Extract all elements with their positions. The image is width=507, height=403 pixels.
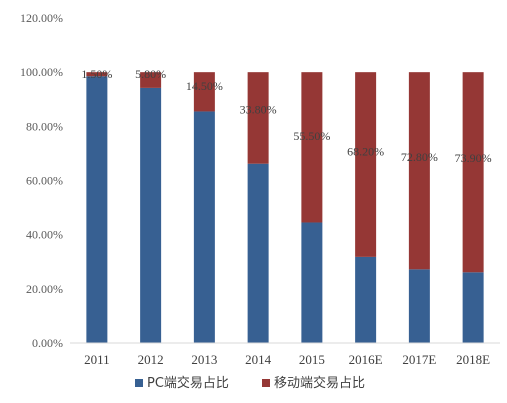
data-label: 72.80% (401, 150, 438, 164)
bar-pc-2014 (247, 163, 269, 343)
bar-mobile-2015 (301, 72, 323, 223)
legend: PC端交易占比 移动端交易占比 (135, 375, 365, 391)
legend-label-mobile: 移动端交易占比 (274, 375, 365, 391)
data-label: 73.90% (455, 151, 492, 165)
legend-label-pc: PC端交易占比 (147, 375, 229, 391)
y-tick-label: 100.00% (20, 65, 63, 79)
x-tick-label: 2012 (138, 352, 164, 367)
x-tick-label: 2018E (456, 352, 490, 367)
bar-pc-2013 (193, 111, 215, 343)
legend-swatch-mobile (262, 379, 270, 387)
y-tick-label: 20.00% (26, 282, 63, 296)
data-label: 55.50% (293, 129, 330, 143)
data-label: 68.20% (347, 144, 384, 158)
bar-pc-2017E (408, 269, 430, 343)
y-tick-label: 0.00% (32, 336, 63, 350)
bar-pc-2012 (140, 87, 162, 343)
bar-pc-2016E (355, 256, 377, 343)
bar-mobile-2011 (86, 72, 108, 77)
bar-mobile-2014 (247, 72, 269, 164)
legend-swatch-pc (135, 379, 143, 387)
data-label: 14.50% (186, 79, 223, 93)
x-tick-label: 2011 (84, 352, 110, 367)
x-tick-label: 2013 (191, 352, 217, 367)
y-tick-label: 80.00% (26, 119, 63, 133)
y-tick-label: 120.00% (20, 11, 63, 25)
y-tick-label: 60.00% (26, 174, 63, 188)
bar-mobile-2013 (193, 72, 215, 112)
bar-mobile-2012 (140, 72, 162, 88)
bar-pc-2015 (301, 222, 323, 343)
bar-mobile-2018E (462, 72, 484, 273)
x-tick-label: 2016E (349, 352, 383, 367)
data-label: 5.80% (135, 67, 166, 81)
data-labels: 1.50% 5.80% 14.50% 33.80% 55.50% 68.20% 72.80%… (81, 67, 491, 165)
y-tick-label: 40.00% (26, 228, 63, 242)
bar-mobile-2016E (355, 72, 377, 257)
bar-pc-2011 (86, 76, 108, 344)
bars (86, 72, 484, 344)
x-axis: 2011 2012 2013 2014 2015 2016E 2017E 2018E (84, 352, 490, 367)
x-tick-label: 2017E (402, 352, 436, 367)
bar-mobile-2017E (408, 72, 430, 270)
x-tick-label: 2015 (299, 352, 325, 367)
bar-pc-2018E (462, 272, 484, 343)
data-label: 33.80% (240, 102, 277, 116)
data-label: 1.50% (81, 67, 112, 81)
x-tick-label: 2014 (245, 352, 272, 367)
y-axis: 0.00% 20.00% 40.00% 60.00% 80.00% 100.00% 120.… (20, 11, 63, 350)
